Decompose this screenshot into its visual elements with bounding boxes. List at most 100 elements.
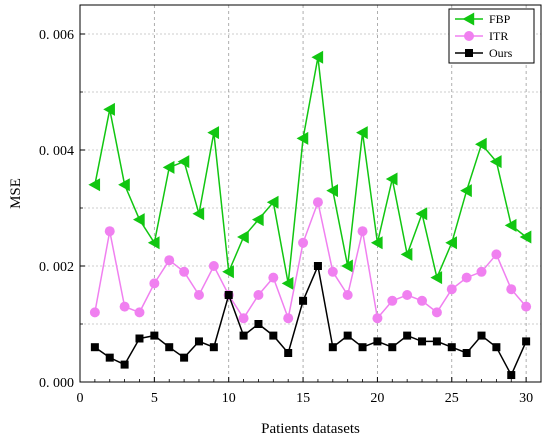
point-fbp-23 — [415, 207, 428, 221]
point-ours-23 — [418, 337, 427, 346]
point-ours-15 — [299, 296, 308, 305]
point-ours-8 — [194, 337, 203, 346]
point-itr-13 — [268, 272, 279, 283]
point-itr-16 — [312, 197, 323, 208]
point-ours-12 — [254, 320, 263, 328]
point-itr-24 — [431, 307, 442, 318]
point-itr-28 — [491, 249, 502, 260]
point-ours-5 — [150, 331, 159, 340]
point-fbp-27 — [475, 137, 487, 151]
point-fbp-9 — [207, 126, 220, 140]
point-ours-13 — [269, 331, 278, 340]
point-ours-7 — [180, 353, 189, 362]
point-ours-16 — [313, 262, 322, 270]
point-ours-19 — [358, 343, 367, 352]
point-fbp-26 — [460, 184, 472, 198]
point-itr-27 — [476, 266, 487, 277]
point-ours-28 — [492, 343, 501, 352]
point-fbp-1 — [88, 178, 101, 192]
point-itr-19 — [357, 226, 368, 237]
point-fbp-25 — [445, 236, 457, 250]
point-itr-7 — [179, 266, 190, 277]
point-itr-11 — [238, 313, 249, 324]
point-ours-30 — [522, 337, 531, 346]
point-fbp-8 — [192, 207, 205, 221]
point-ours-11 — [239, 331, 248, 340]
point-itr-8 — [193, 290, 204, 300]
point-ours-18 — [343, 331, 352, 340]
x-axis-title: Patients datasets — [261, 421, 360, 437]
point-fbp-16 — [311, 50, 324, 64]
point-fbp-14 — [281, 276, 294, 290]
point-itr-30 — [521, 301, 532, 312]
point-fbp-5 — [147, 236, 160, 250]
point-itr-21 — [387, 295, 398, 306]
grid-lines — [80, 5, 541, 382]
point-itr-23 — [417, 295, 428, 306]
point-ours-29 — [507, 371, 516, 380]
point-ours-14 — [284, 349, 293, 357]
point-itr-22 — [402, 290, 413, 300]
point-fbp-20 — [370, 236, 383, 250]
point-fbp-19 — [356, 126, 368, 140]
x-tick-label-5: 25 — [445, 391, 459, 406]
legend-marker-ours — [465, 49, 473, 57]
point-fbp-3 — [118, 178, 130, 192]
point-ours-4 — [135, 334, 144, 343]
axis-ticks: 0 5 10 15 20 25 30 0. 000 0. 002 0. 004 0. 006 — [39, 28, 533, 406]
point-fbp-2 — [103, 102, 115, 116]
x-tick-label-6: 30 — [519, 391, 533, 406]
point-ours-26 — [462, 349, 471, 357]
series-ours — [90, 262, 531, 380]
x-tick-label-0: 0 — [77, 391, 84, 406]
y-tick-label-0: 0. 000 — [39, 376, 74, 391]
legend: FBP ITR Ours — [448, 8, 535, 64]
y-tick-label-2: 0. 004 — [39, 144, 74, 159]
x-tick-label-2: 10 — [222, 391, 236, 406]
point-itr-15 — [298, 237, 309, 248]
point-ours-1 — [90, 343, 99, 352]
point-fbp-6 — [162, 160, 175, 174]
point-ours-17 — [328, 343, 337, 352]
point-ours-6 — [165, 343, 174, 352]
point-ours-2 — [105, 353, 114, 362]
legend-marker-itr — [464, 31, 474, 41]
point-ours-24 — [432, 337, 441, 346]
x-tick-label-3: 15 — [296, 391, 310, 406]
point-fbp-7 — [177, 155, 190, 169]
point-ours-3 — [120, 360, 129, 369]
y-tick-label-3: 0. 006 — [39, 28, 74, 43]
point-itr-5 — [149, 278, 160, 289]
y-axis-title: MSE — [8, 178, 24, 209]
point-itr-1 — [89, 307, 100, 318]
point-itr-20 — [372, 313, 383, 324]
series-fbp — [88, 50, 532, 290]
series-layer — [88, 50, 532, 380]
point-itr-2 — [104, 226, 115, 237]
x-tick-label-1: 5 — [151, 391, 158, 406]
point-fbp-28 — [489, 155, 502, 169]
series-line-fbp — [94, 57, 527, 284]
x-tick-label-4: 20 — [370, 391, 384, 406]
point-itr-25 — [446, 284, 457, 295]
point-ours-9 — [209, 343, 218, 352]
legend-marker-fbp — [462, 12, 475, 26]
point-itr-14 — [283, 313, 294, 324]
point-itr-29 — [506, 284, 517, 295]
point-fbp-22 — [400, 247, 413, 261]
point-fbp-21 — [385, 172, 398, 186]
point-fbp-15 — [296, 131, 309, 145]
legend-label-fbp: FBP — [489, 12, 511, 26]
point-ours-21 — [388, 343, 397, 352]
series-itr — [89, 197, 532, 324]
point-fbp-10 — [222, 265, 234, 279]
point-fbp-17 — [326, 184, 339, 198]
point-fbp-4 — [132, 213, 145, 227]
plot-frame — [79, 4, 542, 383]
point-fbp-11 — [237, 230, 249, 244]
point-itr-12 — [253, 290, 264, 300]
point-ours-10 — [224, 291, 233, 299]
point-ours-20 — [373, 337, 382, 346]
point-itr-26 — [461, 272, 472, 283]
